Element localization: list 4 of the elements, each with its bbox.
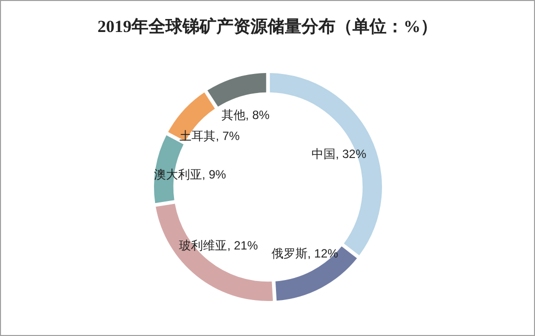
chart-title: 2019年全球锑矿产资源储量分布（单位：%） — [98, 17, 438, 36]
slice-label: 中国, 32% — [312, 146, 367, 161]
slice-label: 其他, 8% — [222, 108, 270, 122]
slice-label: 玻利维亚, 21% — [179, 238, 258, 253]
